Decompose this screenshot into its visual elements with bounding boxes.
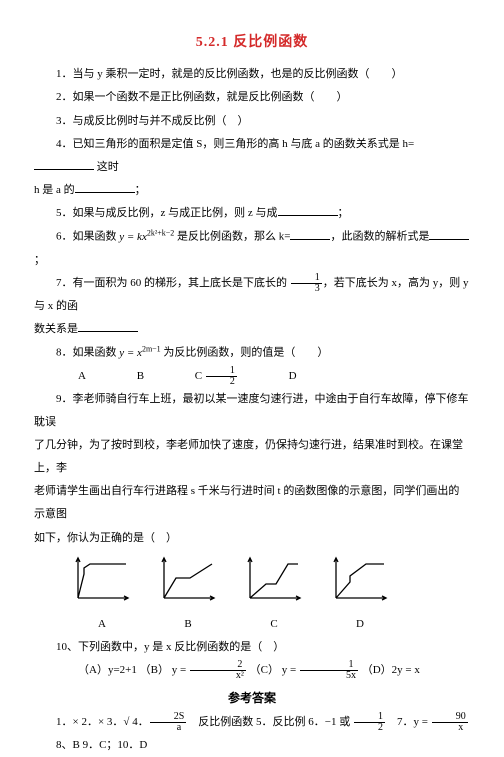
frac-den: a bbox=[150, 723, 187, 733]
q4-text-b: 这时 bbox=[97, 161, 119, 173]
q6-sup: 2k²+k−2 bbox=[147, 228, 174, 237]
question-10-options: （A）y=2+1 （B） y = 2x² （C） y = 15x （D）2y =… bbox=[34, 659, 470, 682]
answers-line1: 1．× 2．× 3．√ 4．2Sa 反比例函数 5．反比例 6．−1 或 12 … bbox=[34, 711, 470, 734]
frac-den: x² bbox=[190, 671, 246, 681]
q4-text-c: h 是 a 的 bbox=[34, 184, 75, 196]
fraction-2s-over-a: 2Sa bbox=[150, 712, 187, 733]
q10-opt-c: （C） y = 15x bbox=[250, 664, 359, 676]
graph-b: B bbox=[156, 554, 220, 636]
frac-num: 2S bbox=[150, 712, 187, 723]
question-9-line4: 如下，你认为正确的是（ ） bbox=[34, 527, 470, 550]
q6-text-a: 6．如果函数 bbox=[56, 231, 119, 243]
graph-a-path bbox=[78, 564, 126, 598]
ans-d-pre: y = bbox=[413, 716, 430, 728]
fraction-one-half: 12 bbox=[206, 366, 237, 387]
ans-b: 反比例函数 5．反比例 6．−1 或 bbox=[187, 716, 353, 728]
graph-c-path bbox=[250, 564, 298, 598]
blank bbox=[429, 227, 469, 240]
graph-d-svg bbox=[328, 554, 392, 606]
fraction-2-over-x2: 2x² bbox=[190, 660, 246, 681]
question-6: 6．如果函数 y = kx2k²+k−2 是反比例函数，那么 k= ，此函数的解析… bbox=[34, 225, 470, 272]
graph-a: A bbox=[70, 554, 134, 636]
question-4-line2: h 是 a 的； bbox=[34, 179, 470, 202]
question-4-line1: 4．已知三角形的面积是定值 S，则三角形的高 h 与底 a 的函数关系式是 h=… bbox=[34, 133, 470, 179]
fraction-90-over-x: 90x bbox=[432, 712, 468, 733]
graph-a-label: A bbox=[70, 613, 134, 636]
opt-d: D bbox=[267, 365, 297, 388]
q6-expr: y = kx2k²+k−2 bbox=[119, 231, 174, 243]
fraction-one-half: 12 bbox=[354, 712, 385, 733]
page: 5.2.1 反比例函数 1．当与 y 乘积一定时，就是的反比例函数，也是的反比例… bbox=[0, 0, 504, 713]
blank bbox=[75, 180, 135, 193]
opt-c: C 12 bbox=[173, 365, 238, 388]
blank bbox=[34, 157, 94, 170]
graph-b-label: B bbox=[156, 613, 220, 636]
answers-title: 参考答案 bbox=[34, 686, 470, 711]
question-5: 5．如果与成反比例，z 与成正比例，则 z 与成 ； bbox=[34, 202, 470, 225]
q10-opt-d: （D）2y = x bbox=[362, 664, 420, 676]
opt-c-label: C bbox=[195, 370, 202, 382]
graph-row: A B C bbox=[34, 554, 470, 636]
q8-text-a: 8．如果函数 bbox=[56, 347, 119, 359]
question-2: 2．如果一个函数不是正比例函数，就是反比例函数（ ） bbox=[34, 86, 470, 109]
graph-c-svg bbox=[242, 554, 306, 606]
opt-a: A bbox=[56, 365, 86, 388]
q5-text-a: 5．如果与成反比例，z 与成正比例，则 z 与成 bbox=[56, 207, 278, 219]
graph-b-path bbox=[164, 564, 212, 598]
q8-sup: 2m−1 bbox=[142, 344, 161, 353]
q6-text-b: 是反比例函数，那么 k= bbox=[174, 231, 290, 243]
q10-opt-b: （B） y = 2x² bbox=[140, 664, 247, 676]
q6-base: y = kx bbox=[119, 231, 147, 243]
question-8: 8．如果函数 y = x2m−1 为反比例函数，则的值是（ ） bbox=[34, 341, 470, 365]
graph-d-label: D bbox=[328, 613, 392, 636]
question-9-line3: 老师请学生画出自行车行进路程 s 千米与行进时间 t 的函数图像的示意图，同学们… bbox=[34, 480, 470, 526]
fraction-one-third: 13 bbox=[291, 273, 322, 294]
q8-expr: y = x2m−1 bbox=[119, 347, 160, 359]
answers-line2: 8、B 9．C；10．D bbox=[34, 734, 470, 757]
q6-text-c: ，此函数的解析式是 bbox=[330, 231, 429, 243]
graph-c-label: C bbox=[242, 613, 306, 636]
frac-num: 1 bbox=[354, 712, 385, 723]
graph-b-svg bbox=[156, 554, 220, 606]
graph-d: D bbox=[328, 554, 392, 636]
frac-den: 3 bbox=[291, 284, 322, 294]
frac-num: 90 bbox=[432, 712, 468, 723]
q7-text-c: 数关系是 bbox=[34, 323, 78, 335]
question-7-line1: 7．有一面积为 60 的梯形，其上底长是下底长的 13，若下底长为 x，高为 y… bbox=[34, 272, 470, 318]
q6-text-d: ； bbox=[34, 254, 45, 266]
page-title: 5.2.1 反比例函数 bbox=[34, 28, 470, 57]
question-10: 10、下列函数中，y 是 x 反比例函数的是（ ） bbox=[34, 636, 470, 659]
question-1: 1．当与 y 乘积一定时，就是的反比例函数，也是的反比例函数（ ） bbox=[34, 63, 470, 86]
ans-a: 1．× 2．× 3．√ 4． bbox=[56, 716, 149, 728]
q10-opt-a: （A）y=2+1 bbox=[78, 664, 137, 676]
q8-base: y = x bbox=[119, 347, 142, 359]
blank bbox=[290, 227, 330, 240]
question-3: 3．与成反比例时与并不成反比例（ ） bbox=[34, 110, 470, 133]
graph-a-svg bbox=[70, 554, 134, 606]
ans-c: 7． bbox=[386, 716, 414, 728]
q4-text-a: 4．已知三角形的面积是定值 S，则三角形的高 h 与底 a 的函数关系式是 h= bbox=[56, 138, 414, 150]
opt-b: B bbox=[115, 365, 144, 388]
q5-text-b: ； bbox=[338, 207, 349, 219]
question-9-line2: 了几分钟，为了按时到校，李老师加快了速度，仍保持匀速行进，结果准时到校。在课堂上… bbox=[34, 434, 470, 480]
frac-den: 2 bbox=[206, 377, 237, 387]
fraction-1-over-5x: 15x bbox=[300, 660, 358, 681]
question-8-options: A B C 12 D bbox=[34, 365, 470, 388]
question-7-line2: 数关系是 bbox=[34, 318, 470, 341]
q7-text-a: 7．有一面积为 60 的梯形，其上底长是下底长的 bbox=[56, 277, 290, 289]
blank bbox=[278, 203, 338, 216]
blank bbox=[78, 319, 138, 332]
frac-den: 5x bbox=[300, 671, 358, 681]
frac-den: 2 bbox=[354, 723, 385, 733]
graph-d-path bbox=[336, 564, 384, 598]
frac-den: x bbox=[432, 723, 468, 733]
q8-text-b: 为反比例函数，则的值是（ ） bbox=[161, 347, 329, 359]
graph-c: C bbox=[242, 554, 306, 636]
question-9-line1: 9．李老师骑自行车上班，最初以某一速度匀速行进，中途由于自行车故障，停下修车耽误 bbox=[34, 388, 470, 434]
